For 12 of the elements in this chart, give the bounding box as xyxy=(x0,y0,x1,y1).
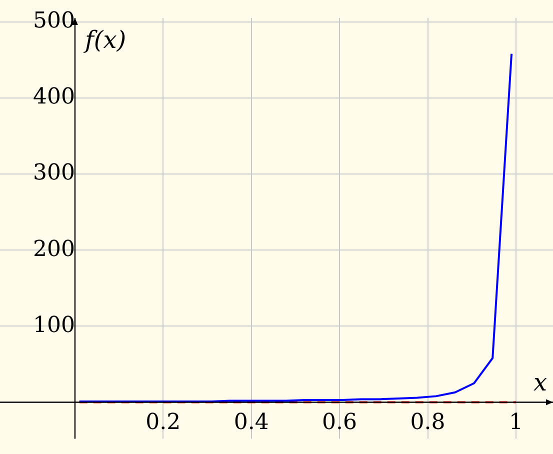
y-tick-label: 200 xyxy=(32,236,75,262)
y-axis-title: f(x) xyxy=(82,26,126,54)
x-tick-label: 1 xyxy=(508,410,523,436)
y-tick-label: 300 xyxy=(32,160,75,186)
y-tick-label: 100 xyxy=(32,312,75,338)
y-tick-label: 500 xyxy=(32,8,75,34)
x-axis-title: x xyxy=(533,368,548,397)
x-tick-label: 0.2 xyxy=(146,410,181,436)
x-tick-label: 0.4 xyxy=(234,410,269,436)
x-tick-label: 0.6 xyxy=(322,410,358,436)
y-tick-label: 400 xyxy=(32,84,75,110)
x-tick-label: 0.8 xyxy=(410,410,446,436)
